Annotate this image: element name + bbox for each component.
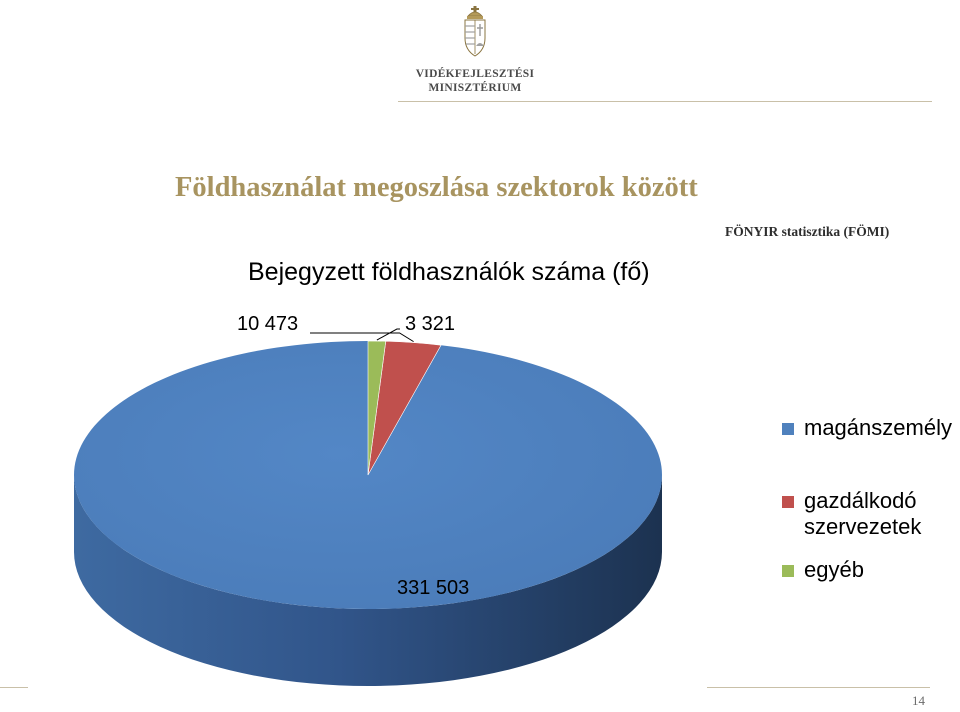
chart-title: Bejegyzett földhasználók száma (fő): [248, 258, 650, 286]
data-label-private: 331 503: [397, 577, 469, 599]
footer-divider-left: [0, 687, 28, 688]
slide-title: Földhasználat megoszlása szektorok közöt…: [175, 172, 698, 203]
legend-swatch-other: [782, 565, 794, 577]
data-label-economic: 10 473: [237, 313, 298, 335]
source-note: FÖNYIR statisztika (FÖMI): [725, 224, 890, 239]
data-label-other: 3 321: [405, 313, 455, 335]
ministry-logo: VIDÉKFEJLESZTÉSI MINISZTÉRIUM: [410, 6, 540, 96]
legend-label-private: magánszemély: [804, 415, 952, 440]
page-number: 14: [912, 693, 925, 708]
footer-divider-right: [707, 687, 930, 688]
leader-line-other: [376, 328, 400, 341]
coat-of-arms-icon: [464, 6, 486, 57]
legend-swatch-private: [782, 423, 794, 435]
leader-line-economic: [310, 332, 414, 343]
legend-swatch-economic: [782, 496, 794, 508]
legend-item-other: egyéb: [778, 557, 864, 583]
legend-item-private: magánszemély: [778, 415, 952, 441]
ministry-name-line1: VIDÉKFEJLESZTÉSI: [415, 68, 535, 80]
pie-slice-other: [367, 340, 387, 476]
ministry-name-line2: MINISZTÉRIUM: [428, 82, 522, 94]
header-divider: [398, 101, 932, 102]
legend-label-other: egyéb: [804, 557, 864, 582]
pie-side-wall: [74, 475, 662, 686]
legend-item-economic: gazdálkodó szervezetek: [778, 488, 960, 540]
legend-label-economic: gazdálkodó szervezetek: [804, 488, 922, 539]
